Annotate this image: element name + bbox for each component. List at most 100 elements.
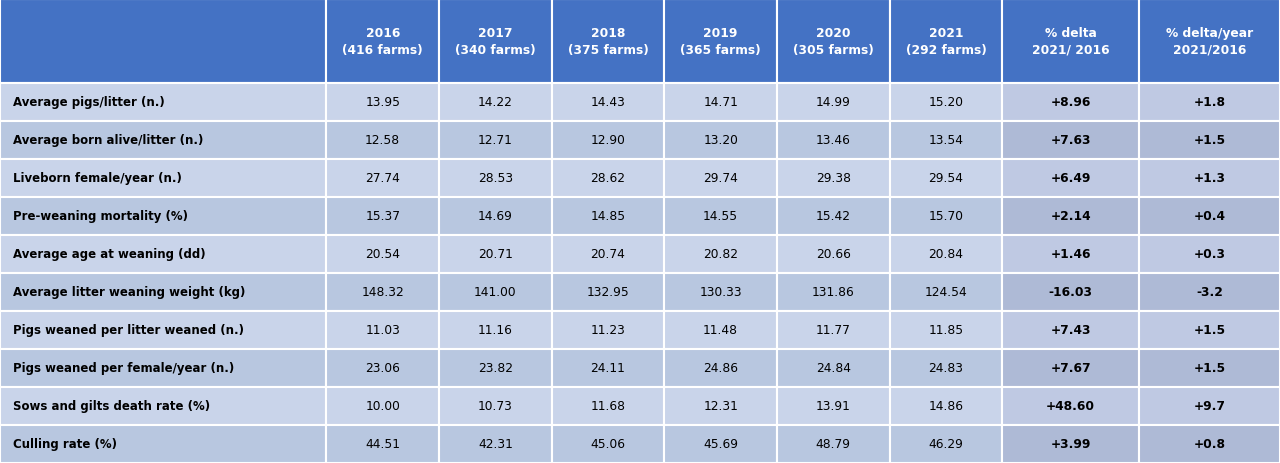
Text: Average litter weaning weight (kg): Average litter weaning weight (kg) — [13, 286, 246, 299]
Bar — [439, 387, 552, 425]
Bar — [664, 83, 777, 121]
Text: 2016
(416 farms): 2016 (416 farms) — [343, 27, 422, 56]
Bar — [1139, 311, 1280, 349]
Text: 15.20: 15.20 — [928, 96, 964, 109]
Text: Average age at weaning (dd): Average age at weaning (dd) — [13, 248, 205, 261]
Text: 12.58: 12.58 — [365, 134, 401, 147]
Bar — [777, 197, 890, 235]
Text: +9.7: +9.7 — [1194, 400, 1226, 413]
Text: 14.71: 14.71 — [703, 96, 739, 109]
Text: +7.43: +7.43 — [1051, 324, 1091, 337]
Text: 28.53: 28.53 — [477, 172, 513, 185]
Text: 44.51: 44.51 — [365, 438, 401, 450]
Bar — [326, 0, 439, 83]
Bar — [1139, 273, 1280, 311]
Text: 42.31: 42.31 — [477, 438, 513, 450]
Text: 13.91: 13.91 — [815, 400, 851, 413]
Bar — [552, 159, 664, 197]
Bar — [890, 235, 1002, 273]
Text: Average born alive/litter (n.): Average born alive/litter (n.) — [13, 134, 204, 147]
Text: 11.03: 11.03 — [365, 324, 401, 337]
Bar — [552, 235, 664, 273]
Text: 20.54: 20.54 — [365, 248, 401, 261]
Bar — [777, 425, 890, 463]
Text: Liveborn female/year (n.): Liveborn female/year (n.) — [13, 172, 182, 185]
Text: % delta/year
2021/2016: % delta/year 2021/2016 — [1166, 27, 1253, 56]
Bar — [664, 387, 777, 425]
Bar — [0, 425, 326, 463]
Bar — [890, 0, 1002, 83]
Text: 141.00: 141.00 — [474, 286, 517, 299]
Bar — [664, 159, 777, 197]
Text: 11.68: 11.68 — [590, 400, 626, 413]
Text: Culling rate (%): Culling rate (%) — [13, 438, 116, 450]
Bar — [0, 83, 326, 121]
Bar — [0, 311, 326, 349]
Text: +1.5: +1.5 — [1193, 362, 1226, 375]
Text: +0.8: +0.8 — [1194, 438, 1226, 450]
Text: 13.54: 13.54 — [928, 134, 964, 147]
Bar — [0, 387, 326, 425]
Bar — [326, 387, 439, 425]
Bar — [552, 121, 664, 159]
Text: 2021
(292 farms): 2021 (292 farms) — [905, 27, 987, 56]
Text: +1.8: +1.8 — [1194, 96, 1226, 109]
Bar — [664, 0, 777, 83]
Text: 23.82: 23.82 — [477, 362, 513, 375]
Text: 14.43: 14.43 — [590, 96, 626, 109]
Text: 12.90: 12.90 — [590, 134, 626, 147]
Bar — [0, 159, 326, 197]
Text: Pigs weaned per female/year (n.): Pigs weaned per female/year (n.) — [13, 362, 234, 375]
Bar — [664, 197, 777, 235]
Text: -3.2: -3.2 — [1197, 286, 1222, 299]
Bar — [0, 0, 326, 83]
Bar — [777, 387, 890, 425]
Text: +1.5: +1.5 — [1193, 324, 1226, 337]
Bar — [1002, 235, 1139, 273]
Bar — [1139, 387, 1280, 425]
Text: 10.73: 10.73 — [477, 400, 513, 413]
Bar — [552, 387, 664, 425]
Text: 46.29: 46.29 — [928, 438, 964, 450]
Bar — [0, 235, 326, 273]
Bar — [552, 311, 664, 349]
Bar — [777, 235, 890, 273]
Text: Pigs weaned per litter weaned (n.): Pigs weaned per litter weaned (n.) — [13, 324, 243, 337]
Text: 14.86: 14.86 — [928, 400, 964, 413]
Text: % delta
2021/ 2016: % delta 2021/ 2016 — [1032, 27, 1110, 56]
Text: +0.3: +0.3 — [1194, 248, 1226, 261]
Bar — [552, 425, 664, 463]
Text: 14.55: 14.55 — [703, 210, 739, 223]
Text: 14.99: 14.99 — [815, 96, 851, 109]
Text: 20.84: 20.84 — [928, 248, 964, 261]
Bar — [439, 121, 552, 159]
Bar — [1002, 197, 1139, 235]
Text: 14.22: 14.22 — [477, 96, 513, 109]
Text: 24.11: 24.11 — [590, 362, 626, 375]
Text: +6.49: +6.49 — [1051, 172, 1091, 185]
Text: -16.03: -16.03 — [1048, 286, 1093, 299]
Text: 29.74: 29.74 — [703, 172, 739, 185]
Bar — [0, 197, 326, 235]
Text: 12.31: 12.31 — [703, 400, 739, 413]
Text: 28.62: 28.62 — [590, 172, 626, 185]
Text: 2017
(340 farms): 2017 (340 farms) — [456, 27, 535, 56]
Text: 20.71: 20.71 — [477, 248, 513, 261]
Bar — [439, 235, 552, 273]
Text: 14.85: 14.85 — [590, 210, 626, 223]
Bar — [552, 349, 664, 387]
Bar — [1002, 159, 1139, 197]
Text: 24.83: 24.83 — [928, 362, 964, 375]
Bar — [439, 425, 552, 463]
Bar — [890, 197, 1002, 235]
Bar — [890, 273, 1002, 311]
Text: +7.63: +7.63 — [1051, 134, 1091, 147]
Bar — [777, 349, 890, 387]
Text: 13.95: 13.95 — [365, 96, 401, 109]
Bar — [326, 197, 439, 235]
Text: 131.86: 131.86 — [812, 286, 855, 299]
Bar — [777, 121, 890, 159]
Bar — [439, 159, 552, 197]
Text: +1.46: +1.46 — [1051, 248, 1091, 261]
Bar — [1002, 273, 1139, 311]
